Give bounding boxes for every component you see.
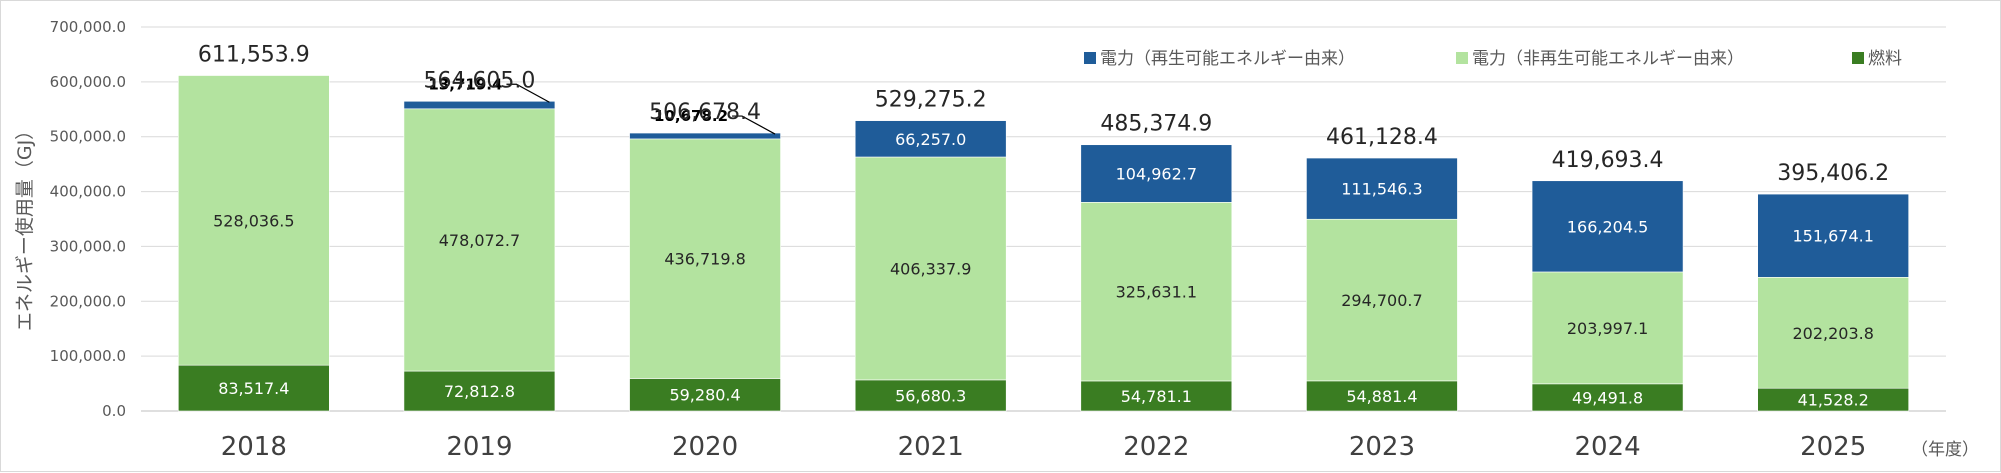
data-labels: 83,517.4 528,036.5 611,553.9 72,812.8 478,07…	[198, 43, 1889, 410]
total-label: 506,678.4	[649, 100, 761, 125]
data-label: 66,257.0	[895, 130, 966, 149]
y-tick-label: 400,000.0	[50, 183, 126, 201]
bar-segment-nonrenewable	[1757, 276, 1909, 389]
legend-swatch	[1084, 52, 1096, 64]
total-label: 611,553.9	[198, 43, 310, 68]
data-label: 406,337.9	[890, 259, 971, 278]
bar-segment-fuel	[178, 364, 330, 412]
data-label: 325,631.1	[1116, 283, 1197, 302]
y-tick-label: 100,000.0	[50, 347, 126, 365]
legend-item-renewable: 電力（再生可能エネルギー由来）	[1084, 49, 1355, 69]
y-tick-label: 700,000.0	[50, 18, 126, 36]
legend-swatch	[1852, 52, 1864, 64]
legend-label: 電力（非再生可能エネルギー由来）	[1472, 49, 1744, 69]
data-label: 13,719.4	[428, 75, 502, 93]
legend-item-fuel: 燃料	[1852, 49, 1902, 69]
data-label: 436,719.8	[664, 250, 745, 269]
x-axis-unit: （年度）	[1911, 440, 1979, 460]
bar-segment-nonrenewable	[1080, 202, 1233, 382]
total-label: 485,374.9	[1100, 112, 1212, 137]
x-tick-label: 2025	[1800, 432, 1866, 462]
data-label: 54,781.1	[1121, 387, 1192, 406]
x-tick-label: 2023	[1349, 432, 1415, 462]
y-tick-label: 200,000.0	[50, 292, 126, 310]
x-tick-label: 2019	[446, 432, 512, 462]
data-label: 528,036.5	[213, 211, 294, 230]
bar-segment-renewable	[854, 120, 1007, 158]
data-label: 111,546.3	[1341, 180, 1422, 199]
x-tick-label: 2024	[1574, 432, 1640, 462]
bar-segment-nonrenewable	[1306, 218, 1458, 382]
total-label: 395,406.2	[1777, 161, 1889, 186]
bars	[178, 75, 1909, 412]
data-label: 151,674.1	[1792, 227, 1873, 246]
bar-segment-nonrenewable	[854, 156, 1007, 381]
bar-segment-fuel	[403, 370, 556, 412]
data-label: 72,812.8	[444, 382, 515, 401]
bar-segment-nonrenewable	[403, 108, 556, 372]
legend-label: 電力（再生可能エネルギー由来）	[1100, 49, 1355, 69]
data-label: 59,280.4	[669, 386, 740, 405]
bar-segment-renewable	[1306, 157, 1458, 220]
y-tick-label: 600,000.0	[50, 73, 126, 91]
legend-label: 燃料	[1868, 49, 1902, 69]
bar-segment-fuel	[854, 379, 1007, 412]
data-label: 83,517.4	[218, 379, 289, 398]
bar-segment-renewable	[1531, 180, 1684, 273]
data-label: 166,204.5	[1567, 217, 1648, 236]
legend: 電力（再生可能エネルギー由来） 電力（非再生可能エネルギー由来） 燃料	[1084, 49, 1902, 69]
total-label: 419,693.4	[1552, 148, 1664, 173]
bar-segment-renewable	[403, 100, 556, 110]
bar-segment-fuel	[629, 378, 781, 412]
data-label: 294,700.7	[1341, 291, 1422, 310]
data-label: 202,203.8	[1792, 324, 1873, 343]
data-label: 56,680.3	[895, 386, 966, 405]
bar-segment-fuel	[1080, 380, 1233, 412]
bar-segment-renewable	[1080, 144, 1233, 203]
y-tick-label: 500,000.0	[50, 128, 126, 146]
legend-swatch	[1456, 52, 1468, 64]
y-tick-label: 0.0	[102, 402, 126, 420]
bar-segment-nonrenewable	[629, 138, 781, 379]
data-label: 478,072.7	[439, 231, 520, 250]
bar-segment-renewable	[629, 132, 781, 140]
x-tick-label: 2022	[1123, 432, 1189, 462]
x-axis-ticks: 2018 2019 2020 2021 2022 2023 2024 2025	[221, 432, 1867, 462]
data-label: 54,881.4	[1346, 387, 1417, 406]
x-tick-label: 2020	[672, 432, 738, 462]
total-label: 461,128.4	[1326, 125, 1438, 150]
leader-line	[732, 115, 776, 135]
bar-segment-renewable	[1757, 193, 1909, 278]
data-label: 49,491.8	[1572, 388, 1643, 407]
data-label: 41,528.2	[1798, 391, 1869, 410]
legend-item-nonrenewable: 電力（非再生可能エネルギー由来）	[1456, 49, 1744, 69]
bar-segment-fuel	[1306, 380, 1458, 412]
bar-segment-nonrenewable	[178, 75, 330, 366]
bar-segment-fuel	[1531, 383, 1684, 412]
data-label: 104,962.7	[1116, 165, 1197, 184]
y-axis-ticks: 0.0 100,000.0 200,000.0 300,000.0 400,000.0 5…	[50, 18, 126, 420]
bar-segment-nonrenewable	[1531, 271, 1684, 385]
y-axis-title: エネルギー使用量（GJ）	[14, 121, 36, 331]
total-label: 529,275.2	[875, 88, 987, 113]
x-tick-label: 2021	[898, 432, 964, 462]
data-label: 203,997.1	[1567, 319, 1648, 338]
leader-line	[506, 83, 550, 103]
data-label: 10,678.2	[654, 107, 728, 125]
y-tick-label: 300,000.0	[50, 237, 126, 255]
total-label: 564,605.0	[423, 68, 535, 93]
x-tick-label: 2018	[221, 432, 287, 462]
